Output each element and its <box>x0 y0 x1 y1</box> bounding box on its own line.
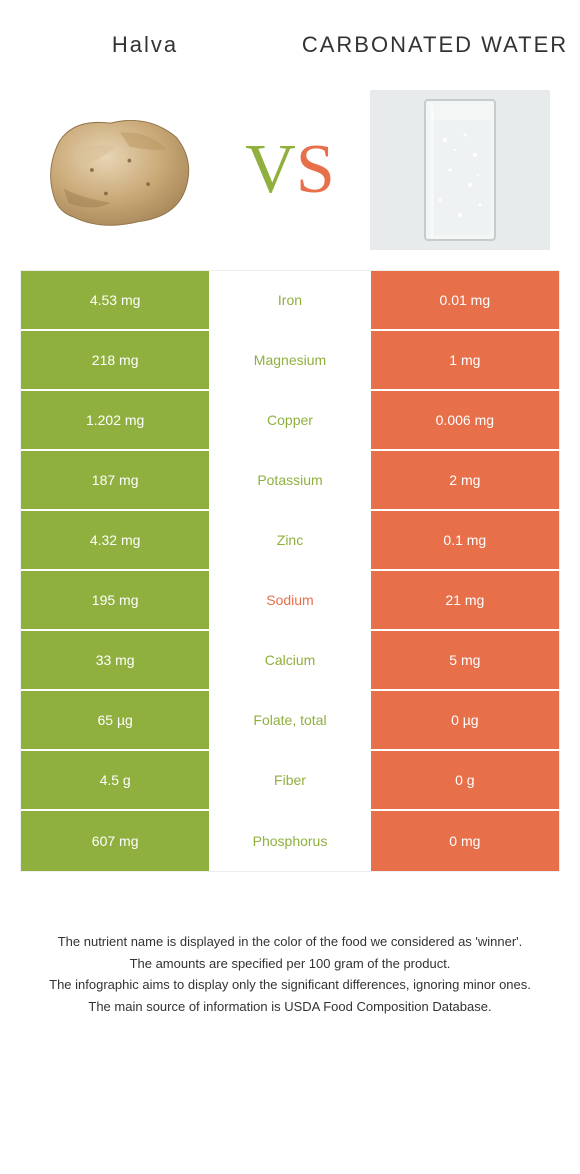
table-row: 1.202 mgCopper0.006 mg <box>21 391 559 451</box>
table-row: 4.53 mgIron0.01 mg <box>21 271 559 331</box>
value-left: 1.202 mg <box>21 391 209 449</box>
header-left: Halva <box>0 10 290 80</box>
value-left: 195 mg <box>21 571 209 629</box>
footer-notes: The nutrient name is displayed in the co… <box>0 932 580 1016</box>
halva-image <box>20 90 220 250</box>
footer-line-1: The nutrient name is displayed in the co… <box>30 932 550 952</box>
vs-s: S <box>296 131 335 208</box>
nutrient-label: Magnesium <box>209 331 370 389</box>
value-left: 4.5 g <box>21 751 209 809</box>
nutrient-label: Potassium <box>209 451 370 509</box>
table-row: 4.32 mgZinc0.1 mg <box>21 511 559 571</box>
vs-v: V <box>245 131 296 208</box>
nutrient-label: Folate, total <box>209 691 370 749</box>
table-row: 4.5 gFiber0 g <box>21 751 559 811</box>
value-left: 65 µg <box>21 691 209 749</box>
table-row: 187 mgPotassium2 mg <box>21 451 559 511</box>
vs-label: VS <box>245 130 335 210</box>
comparison-table: 4.53 mgIron0.01 mg218 mgMagnesium1 mg1.2… <box>20 270 560 872</box>
value-left: 4.32 mg <box>21 511 209 569</box>
value-right: 0.01 mg <box>371 271 559 329</box>
nutrient-label: Fiber <box>209 751 370 809</box>
value-right: 0 g <box>371 751 559 809</box>
nutrient-label: Zinc <box>209 511 370 569</box>
value-right: 0.1 mg <box>371 511 559 569</box>
table-row: 607 mgPhosphorus0 mg <box>21 811 559 871</box>
value-right: 5 mg <box>371 631 559 689</box>
nutrient-label: Iron <box>209 271 370 329</box>
value-left: 218 mg <box>21 331 209 389</box>
header-right: CARBONATED WATER <box>290 10 580 80</box>
value-left: 187 mg <box>21 451 209 509</box>
table-row: 218 mgMagnesium1 mg <box>21 331 559 391</box>
footer-line-3: The infographic aims to display only the… <box>30 975 550 995</box>
nutrient-label: Phosphorus <box>209 811 370 871</box>
table-row: 65 µgFolate, total0 µg <box>21 691 559 751</box>
table-row: 33 mgCalcium5 mg <box>21 631 559 691</box>
nutrient-label: Sodium <box>209 571 370 629</box>
value-right: 1 mg <box>371 331 559 389</box>
footer-line-2: The amounts are specified per 100 gram o… <box>30 954 550 974</box>
nutrient-label: Calcium <box>209 631 370 689</box>
value-right: 21 mg <box>371 571 559 629</box>
value-left: 4.53 mg <box>21 271 209 329</box>
value-left: 33 mg <box>21 631 209 689</box>
header-row: Halva CARBONATED WATER <box>0 0 580 80</box>
nutrient-label: Copper <box>209 391 370 449</box>
images-row: VS <box>0 80 580 260</box>
value-right: 0 mg <box>371 811 559 871</box>
value-right: 0 µg <box>371 691 559 749</box>
value-right: 2 mg <box>371 451 559 509</box>
footer-line-4: The main source of information is USDA F… <box>30 997 550 1017</box>
table-row: 195 mgSodium21 mg <box>21 571 559 631</box>
value-left: 607 mg <box>21 811 209 871</box>
water-image <box>360 90 560 250</box>
value-right: 0.006 mg <box>371 391 559 449</box>
